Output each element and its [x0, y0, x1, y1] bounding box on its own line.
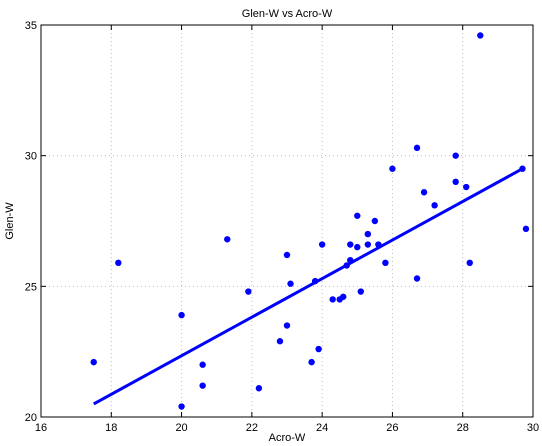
data-point: [477, 32, 484, 39]
data-point: [420, 189, 428, 196]
chart-title: Glen-W vs Acro-W: [242, 8, 333, 20]
data-point: [199, 382, 206, 389]
data-point: [463, 183, 470, 191]
x-tick-label: 16: [35, 422, 47, 434]
data-point: [255, 385, 263, 392]
grid-lines: [41, 25, 533, 417]
data-point: [245, 288, 252, 295]
data-point: [452, 178, 459, 185]
data-point: [329, 296, 336, 303]
x-tick-label: 18: [105, 422, 117, 434]
data-point: [431, 202, 438, 209]
data-point: [287, 280, 294, 287]
data-point: [452, 152, 459, 159]
x-tick-label: 24: [316, 422, 328, 434]
x-tick-label: 20: [175, 422, 187, 434]
data-point: [199, 361, 206, 368]
fit-line: [92, 167, 524, 406]
y-axis-title: Glen-W: [4, 202, 16, 240]
data-point: [382, 259, 389, 267]
data-point: [115, 259, 122, 267]
data-point: [283, 322, 291, 329]
data-point: [343, 262, 350, 269]
x-tick-label: 26: [386, 422, 398, 434]
data-point: [318, 241, 326, 248]
y-tick-label: 25: [25, 281, 37, 293]
data-point: [178, 311, 185, 319]
y-tick-label: 30: [25, 151, 37, 163]
data-point: [347, 257, 354, 264]
y-tick-label: 20: [25, 412, 37, 424]
data-point: [364, 241, 372, 248]
data-point: [375, 241, 382, 248]
data-point: [522, 225, 530, 233]
x-tick-label: 28: [457, 422, 469, 434]
data-point: [354, 243, 361, 251]
data-point: [340, 293, 347, 300]
data-point: [364, 230, 372, 238]
data-point: [371, 217, 379, 225]
data-point: [347, 241, 354, 248]
data-points: [90, 32, 530, 410]
data-point: [311, 277, 319, 285]
x-tick-label: 22: [246, 422, 258, 434]
data-point: [413, 144, 421, 152]
data-point: [276, 338, 284, 345]
data-point: [354, 212, 361, 219]
fit-line-group: [92, 167, 524, 406]
x-tick-label: 30: [527, 422, 539, 434]
data-point: [178, 403, 185, 410]
data-point: [466, 259, 473, 267]
x-axis-title: Acro-W: [269, 432, 306, 444]
axis-ticks: 16 18 20 22 24 26 28 30 20 25 30 35: [25, 20, 539, 434]
data-point: [389, 165, 396, 172]
plot-frame: [40, 24, 534, 418]
data-point: [224, 236, 231, 243]
y-tick-label: 35: [25, 20, 37, 32]
data-point: [519, 165, 526, 172]
data-point: [90, 358, 97, 366]
data-point: [283, 251, 291, 259]
plot-background: [41, 25, 533, 417]
data-point: [308, 358, 315, 366]
data-point: [413, 275, 421, 282]
data-point: [357, 288, 364, 295]
data-point: [315, 345, 322, 353]
